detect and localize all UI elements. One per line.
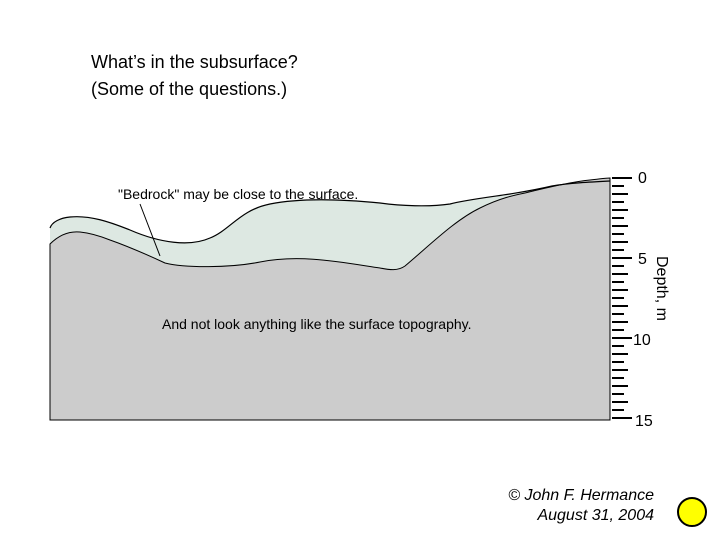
depth-axis-label: Depth, m	[653, 256, 670, 321]
credit-date: August 31, 2004	[537, 507, 654, 524]
depth-tick-label-0: 0	[638, 170, 647, 187]
ground-surface-line	[49, 180, 611, 244]
depth-tick-label-10: 10	[633, 332, 651, 349]
title-line-1: What’s in the subsurface?	[91, 52, 298, 72]
credit-author: © John F. Hermance	[508, 487, 654, 504]
sediment-layer	[50, 178, 610, 270]
title-line-2: (Some of the questions.)	[91, 79, 288, 99]
slide-title: What’s in the subsurface? (Some of the q…	[91, 49, 298, 103]
depth-tick-label-5: 5	[638, 251, 647, 268]
bedrock-label: "Bedrock" may be close to the surface.	[118, 186, 358, 202]
depth-tick-label-15: 15	[635, 413, 653, 430]
topography-label: And not look anything like the surface t…	[162, 316, 472, 332]
credit: © John F. Hermance August 31, 2004	[508, 486, 654, 526]
yellow-circle-marker	[677, 497, 707, 527]
bedrock-leader-line	[139, 203, 161, 257]
depth-scale	[612, 177, 632, 419]
